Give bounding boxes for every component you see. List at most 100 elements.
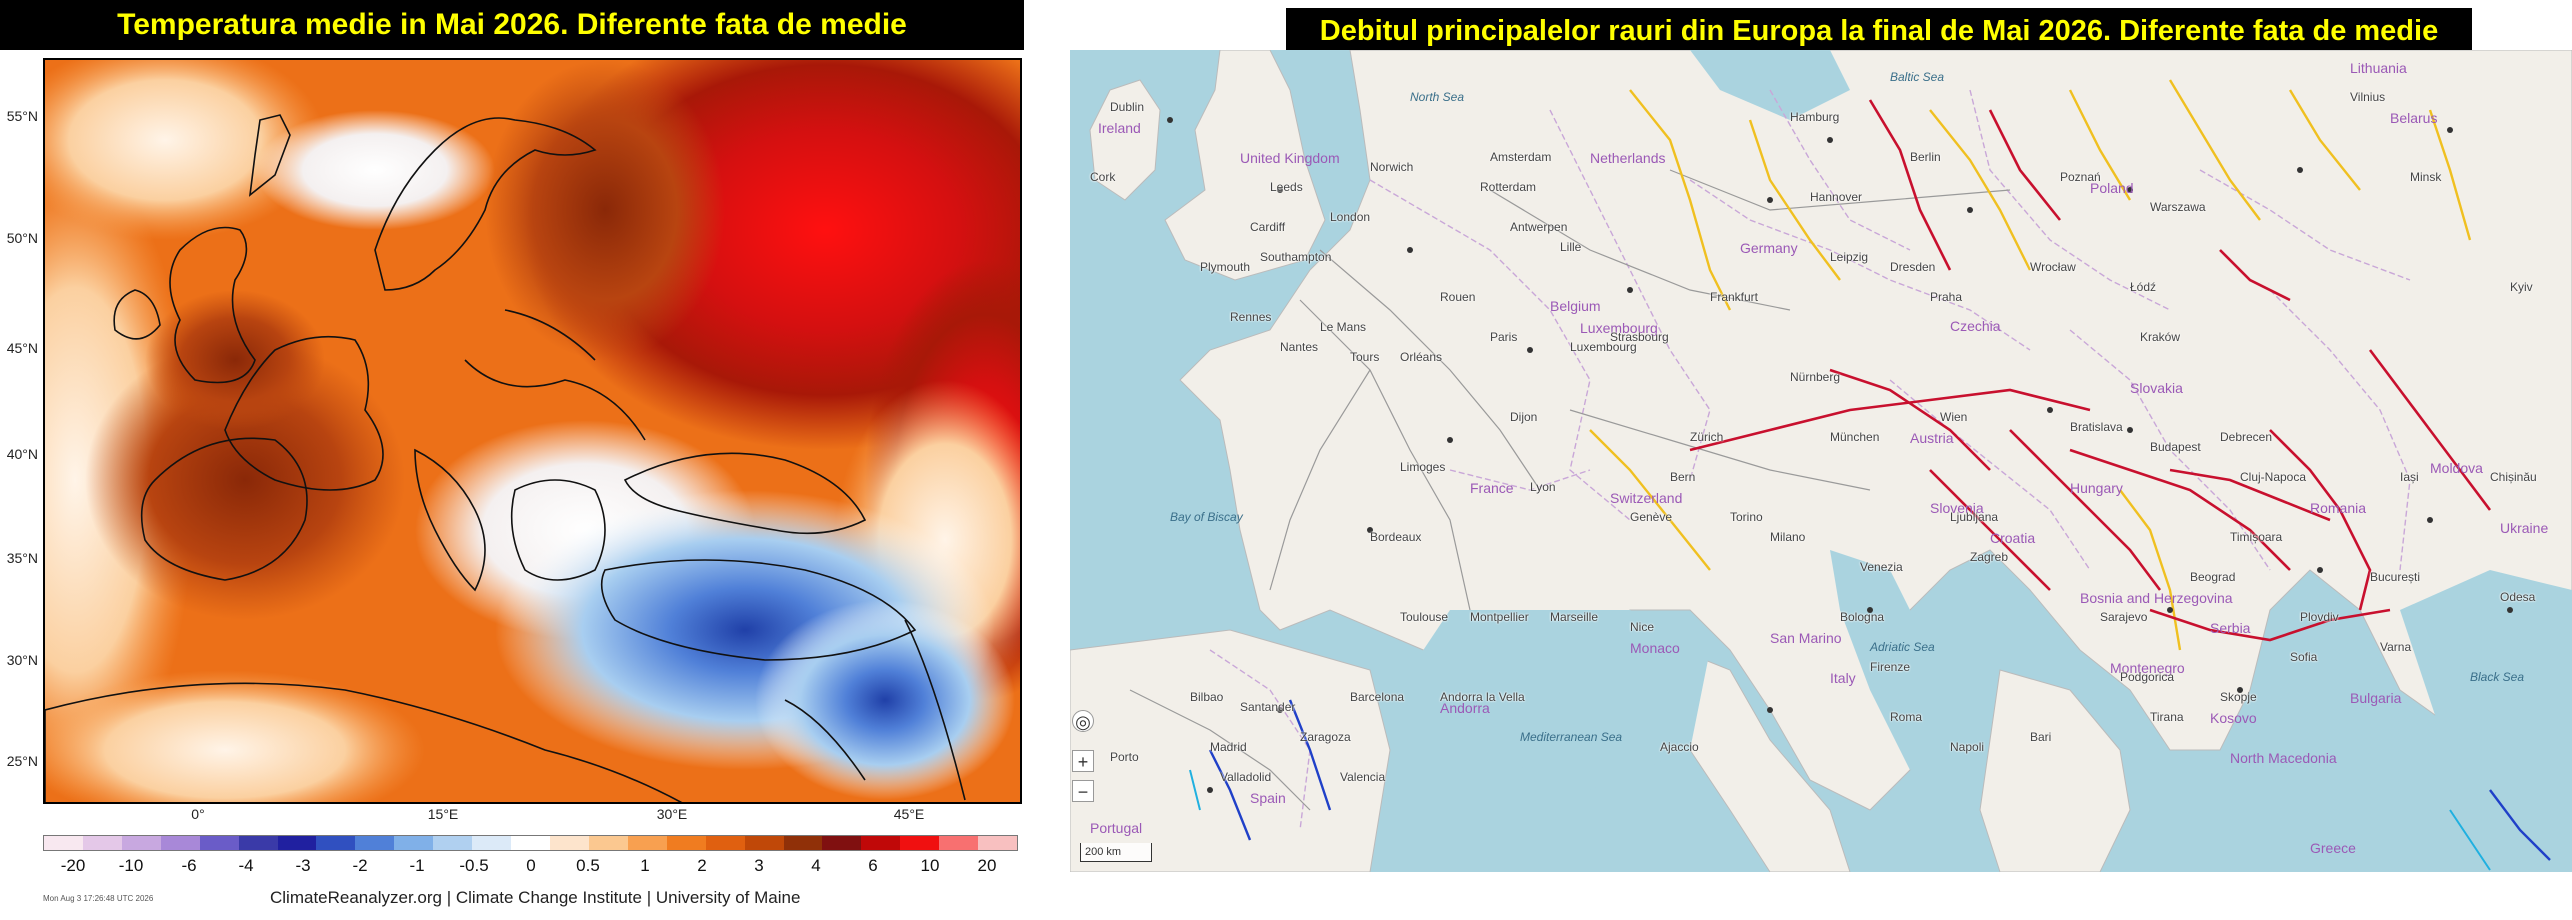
label-netherlands: Netherlands	[1590, 150, 1666, 166]
lat-label-25n: 25°N	[6, 753, 38, 769]
city-label: Tirana	[2150, 710, 2184, 724]
city-label: Toulouse	[1400, 610, 1449, 624]
city-label: Le Mans	[1320, 320, 1367, 334]
label-mediterranean: Mediterranean Sea	[1520, 730, 1623, 744]
zoom-out-button[interactable]: −	[1072, 780, 1094, 802]
city-label: Valladolid	[1220, 770, 1272, 784]
city-label: Genève	[1630, 510, 1673, 524]
city-label: Andorra la Vella	[1440, 690, 1525, 704]
label-france: France	[1470, 480, 1514, 496]
label-poland: Poland	[2090, 180, 2134, 196]
city-label: Leipzig	[1830, 250, 1869, 264]
city-label: Bari	[2030, 730, 2052, 744]
city-label: Milano	[1770, 530, 1806, 544]
label-montenegro: Montenegro	[2110, 660, 2185, 676]
city-label: Marseille	[1550, 610, 1599, 624]
colorbar-swatch	[861, 836, 901, 850]
lon-label-0: 0°	[191, 806, 205, 822]
colorbar-swatch	[627, 836, 667, 850]
city-label: Dresden	[1890, 260, 1936, 274]
label-lithuania: Lithuania	[2350, 60, 2407, 76]
label-austria: Austria	[1910, 430, 1954, 446]
city-label: Plymouth	[1200, 260, 1251, 274]
label-slovenia: Slovenia	[1930, 500, 1984, 516]
city-label: Minsk	[2410, 170, 2442, 184]
label-belgium: Belgium	[1550, 298, 1601, 314]
zoom-in-button[interactable]: +	[1072, 750, 1094, 772]
colorbar-swatch	[433, 836, 473, 850]
river-map-svg	[1070, 50, 2572, 872]
label-baltic-sea: Baltic Sea	[1890, 70, 1945, 84]
city-label: Lille	[1560, 240, 1582, 254]
temperature-panel: Temperatura medie in Mai 2026. Diferente…	[0, 0, 1030, 920]
city-label: Lyon	[1530, 480, 1556, 494]
label-moldova: Moldova	[2430, 460, 2483, 476]
label-switzerland: Switzerland	[1610, 490, 1683, 506]
city-label: Nice	[1630, 620, 1655, 634]
colorbar-swatch	[44, 836, 83, 850]
city-label: București	[2370, 570, 2421, 584]
lat-label-30n: 30°N	[6, 652, 38, 668]
map-scale-bar: 200 km	[1080, 843, 1153, 862]
label-croatia: Croatia	[1990, 530, 2036, 546]
city-label: Wien	[1940, 410, 1968, 424]
rivers-high	[1189, 769, 2491, 871]
city-label: Sofia	[2290, 650, 2318, 664]
globe-icon[interactable]: ◎	[1072, 710, 1094, 732]
label-kosovo: Kosovo	[2210, 710, 2257, 726]
colorbar-tick: 2	[697, 856, 707, 875]
colorbar-swatch	[121, 836, 161, 850]
colorbar-swatch	[82, 836, 122, 850]
city-label: Dijon	[1510, 410, 1538, 424]
city-label: Santander	[1240, 700, 1296, 714]
roads	[1129, 169, 2011, 811]
city-label: Limoges	[1400, 460, 1446, 474]
colorbar-swatch	[666, 836, 706, 850]
city-label: Timișoara	[2230, 530, 2283, 544]
colorbar-swatch	[472, 836, 512, 850]
generation-timestamp: Mon Aug 3 17:26:48 UTC 2026	[43, 894, 154, 903]
label-monaco: Monaco	[1630, 640, 1680, 656]
river-map-title: Debitul principalelor rauri din Europa l…	[1286, 8, 2472, 54]
city-label: Strasbourg	[1610, 330, 1669, 344]
city-label: Odesa	[2500, 590, 2536, 604]
city-label: Debrecen	[2220, 430, 2273, 444]
colorbar-tick: -1	[409, 856, 425, 875]
city-label: Zürich	[1690, 430, 1724, 444]
city-label: Vilnius	[2350, 90, 2386, 104]
city-label: Bordeaux	[1370, 530, 1422, 544]
city-label: Norwich	[1370, 160, 1414, 174]
rivers-deficit	[1689, 99, 2492, 642]
city-label: Skopje	[2220, 690, 2257, 704]
lat-label-35n: 35°N	[6, 550, 38, 566]
city-label: Madrid	[1210, 740, 1247, 754]
colorbar-tick: -10	[118, 856, 144, 875]
river-discharge-panel: Debitul principalelor rauri din Europa l…	[1070, 0, 2572, 920]
colorbar-tick: -20	[60, 856, 86, 875]
city-label: Ajaccio	[1660, 740, 1699, 754]
label-black-sea: Black Sea	[2470, 670, 2525, 684]
label-united-kingdom: United Kingdom	[1240, 150, 1340, 166]
label-north-macedonia: North Macedonia	[2230, 750, 2337, 766]
rivers-surplus	[1208, 699, 2551, 861]
label-belarus: Belarus	[2390, 110, 2438, 126]
colorbar-swatch	[783, 836, 823, 850]
label-ireland: Ireland	[1098, 120, 1141, 136]
city-label: Bern	[1670, 470, 1696, 484]
city-markers	[1167, 117, 2513, 793]
city-label: Napoli	[1950, 740, 1985, 754]
colorbar-swatch	[744, 836, 784, 850]
river-discharge-map[interactable]: Ireland United Kingdom France Belgium Ne…	[1070, 50, 2572, 872]
label-bulgaria: Bulgaria	[2350, 690, 2402, 706]
city-label: Iași	[2400, 470, 2419, 484]
label-romania: Romania	[2310, 500, 2367, 516]
colorbar-tick: 3	[754, 856, 764, 875]
city-label: Torino	[1730, 510, 1763, 524]
city-label: Barcelona	[1350, 690, 1405, 704]
colorbar-tick: -2	[352, 856, 368, 875]
city-label: Tours	[1350, 350, 1380, 364]
colorbar-swatch	[705, 836, 745, 850]
city-label: Cardiff	[1250, 220, 1286, 234]
label-hungary: Hungary	[2070, 480, 2123, 496]
colorbar-tick: 1	[640, 856, 650, 875]
